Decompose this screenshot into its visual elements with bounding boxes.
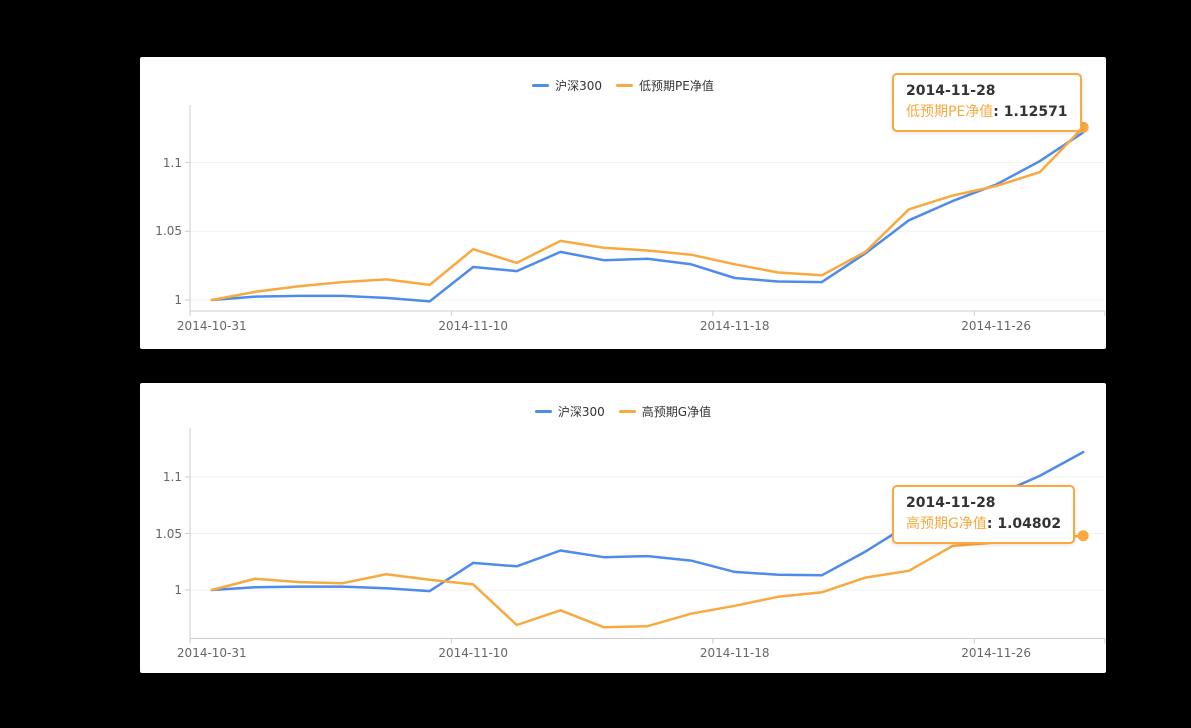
- legend-item-hs300[interactable]: 沪深300: [534, 403, 605, 420]
- x-tick-label: 2014-11-10: [438, 646, 509, 660]
- tooltip-date: 2014-11-28: [906, 495, 996, 511]
- legend-label: 沪深300: [557, 405, 605, 419]
- tooltip-separator: :: [993, 104, 1004, 120]
- tooltip-value: 1.12571: [1003, 104, 1068, 120]
- y-tick-label: 1.05: [155, 526, 182, 541]
- chart-panel-top: 沪深300 低预期PE净值 1 1.05 1.1 2014-10-31 2014…: [140, 57, 1106, 349]
- legend-top: 沪深300 低预期PE净值: [140, 77, 1106, 94]
- line-chart-top-plot[interactable]: [140, 57, 1106, 349]
- x-tick-label: 2014-11-26: [961, 319, 1031, 333]
- y-tick-label: 1.1: [162, 470, 182, 484]
- legend-label: 低预期PE净值: [639, 79, 714, 93]
- tooltip-value: 1.04802: [997, 516, 1062, 532]
- x-tick-label: 2014-10-31: [176, 319, 247, 333]
- legend-label: 沪深300: [555, 79, 603, 93]
- series-line-marker-icon: [532, 84, 550, 87]
- legend-item-low-pe-nav[interactable]: 低预期PE净值: [616, 77, 714, 94]
- x-tick-label: 2014-10-31: [176, 646, 247, 660]
- legend-item-hs300[interactable]: 沪深300: [532, 77, 602, 94]
- y-tick-label: 1.1: [162, 155, 182, 170]
- tooltip-series-label: 高预期G净值: [906, 516, 987, 532]
- tooltip-series-row: 低预期PE净值: 1.12571: [906, 102, 1068, 123]
- tooltip-series-row: 高预期G净值: 1.04802: [906, 514, 1061, 535]
- x-tick-label: 2014-11-18: [699, 319, 770, 333]
- series-line-marker-icon: [618, 410, 636, 413]
- tooltip-date: 2014-11-28: [906, 83, 996, 99]
- series-line-沪深300[interactable]: [210, 131, 1085, 303]
- y-tick-label: 1: [174, 583, 182, 597]
- legend-label: 高预期G净值: [641, 405, 712, 419]
- tooltip-bottom: 2014-11-28 高预期G净值: 1.04802: [892, 485, 1076, 544]
- legend-item-high-g-nav[interactable]: 高预期G净值: [618, 403, 712, 420]
- tooltip-separator: :: [986, 516, 998, 532]
- x-tick-label: 2014-11-26: [961, 646, 1031, 660]
- y-tick-label: 1: [174, 293, 182, 307]
- legend-bottom: 沪深300 高预期G净值: [140, 403, 1106, 420]
- y-tick-label: 1.05: [155, 224, 182, 239]
- series-line-marker-icon: [616, 84, 634, 87]
- series-line-高预期G净值[interactable]: [210, 534, 1085, 629]
- tooltip-top: 2014-11-28 低预期PE净值: 1.12571: [892, 73, 1082, 132]
- tooltip-series-label: 低预期PE净值: [906, 104, 994, 120]
- highlighted-point-dot[interactable]: [1077, 530, 1089, 542]
- chart-panel-bottom: 沪深300 高预期G净值 1 1.05 1.1 2014-10-31 2014-…: [140, 383, 1106, 673]
- x-tick-label: 2014-11-10: [438, 319, 509, 333]
- series-line-marker-icon: [534, 410, 552, 413]
- series-line-低预期PE净值[interactable]: [210, 126, 1085, 302]
- x-tick-label: 2014-11-18: [699, 646, 770, 660]
